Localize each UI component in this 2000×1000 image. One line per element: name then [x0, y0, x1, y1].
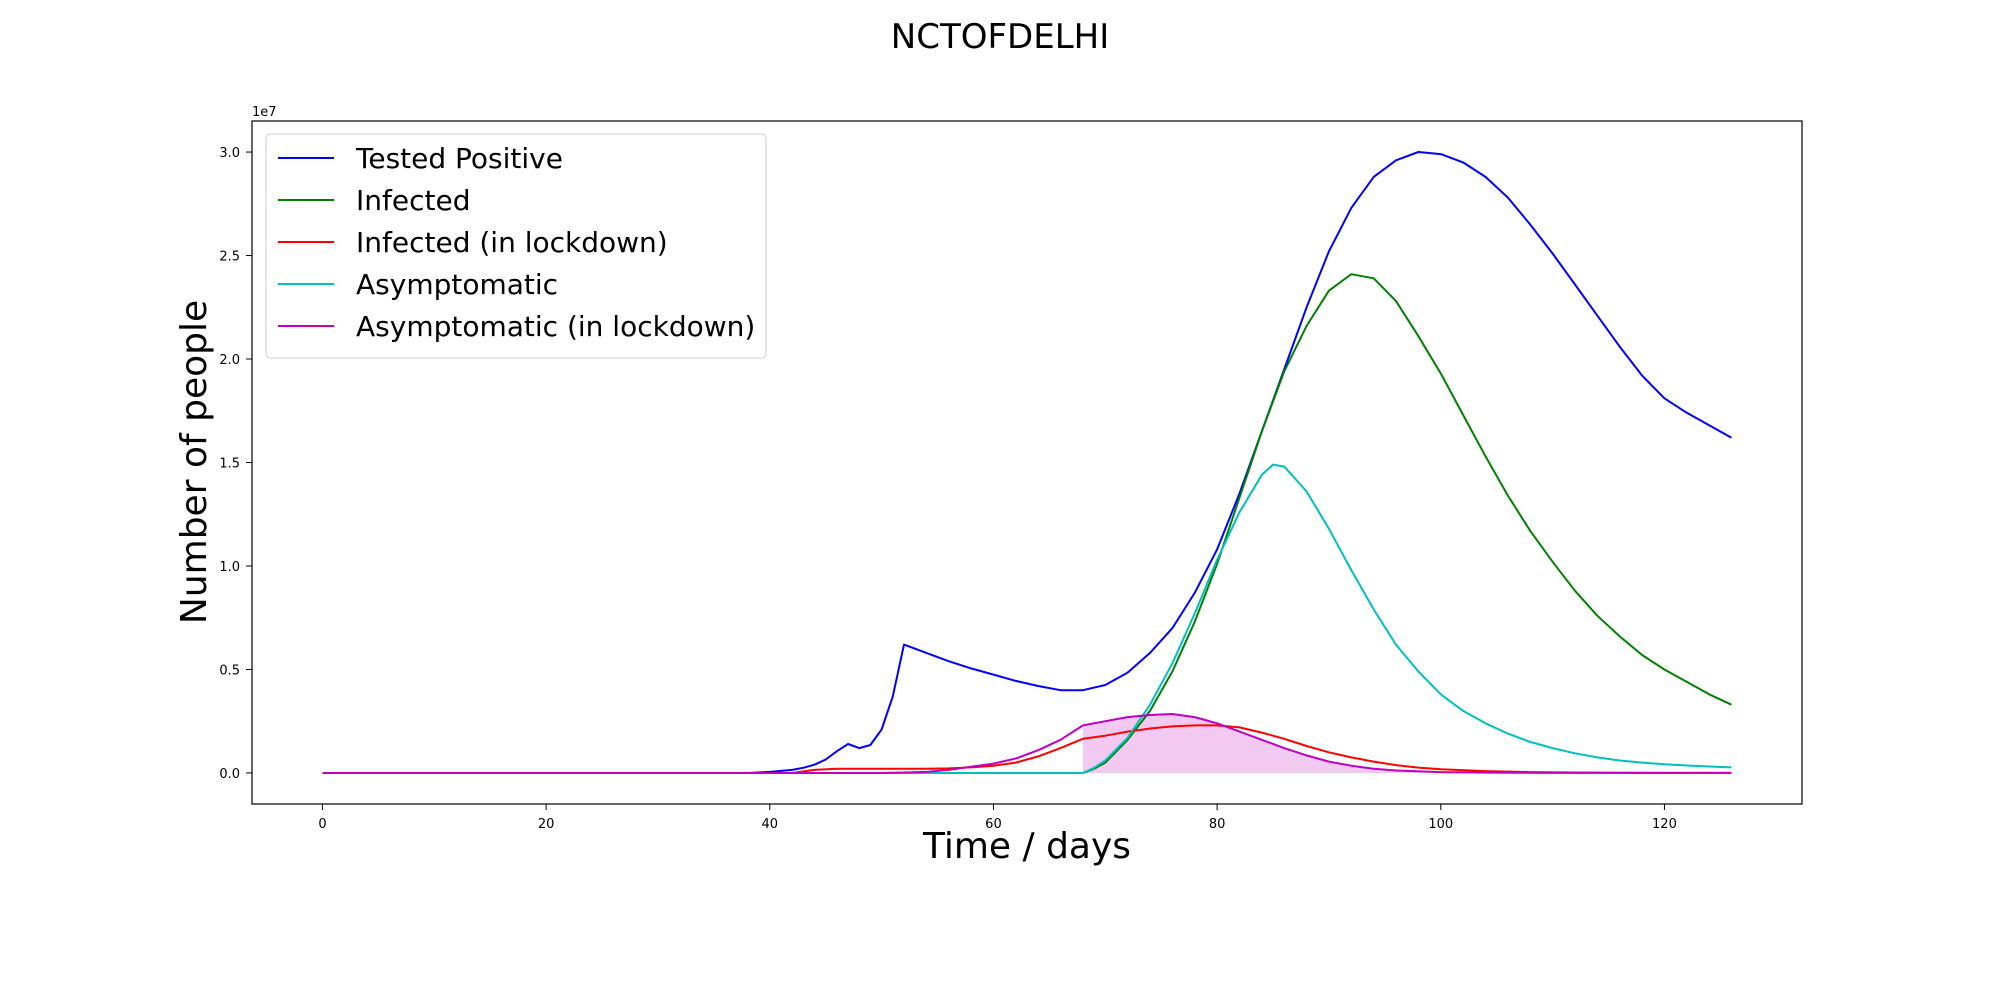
- x-tick-label-0: 0: [318, 817, 326, 832]
- legend-label-4: Asymptomatic (in lockdown): [356, 310, 755, 343]
- legend-label-2: Infected (in lockdown): [356, 226, 668, 259]
- legend-label-3: Asymptomatic: [356, 268, 558, 301]
- legend-label-1: Infected: [356, 184, 470, 217]
- chart-title: NCTOFDELHI: [891, 17, 1109, 57]
- series-layer: [322, 151, 1732, 774]
- fill-layer: [1082, 714, 1732, 773]
- area-fill-4: [1082, 714, 1732, 773]
- y-tick-label-5: 2.5: [219, 250, 240, 265]
- x-tick-label-3: 60: [985, 817, 1002, 832]
- series-line-4: [322, 713, 1732, 774]
- x-axis-ticks: 0 20 40 60 80 100 120: [318, 804, 1677, 832]
- legend-label-0: Tested Positive: [355, 142, 563, 175]
- y-axis-offset-label: 1e7: [252, 105, 277, 120]
- x-tick-label-6: 120: [1652, 817, 1677, 832]
- legend: Tested Positive Infected Infected (in lock…: [265, 133, 767, 359]
- y-axis-ticks: 0.0 0.5 1.0 1.5 2.0 2.5 3.0: [219, 146, 252, 782]
- series-line-0: [322, 151, 1732, 774]
- y-axis-title: Number of people: [174, 300, 215, 624]
- y-tick-label-4: 2.0: [219, 353, 240, 368]
- x-tick-label-1: 20: [538, 817, 555, 832]
- x-axis-title: Time / days: [922, 826, 1131, 867]
- series-line-3: [322, 463, 1732, 774]
- y-tick-label-3: 1.5: [219, 457, 240, 472]
- legend-box: [265, 133, 767, 359]
- series-line-1: [322, 273, 1732, 774]
- x-tick-label-5: 100: [1428, 817, 1453, 832]
- y-tick-label-0: 0.0: [219, 767, 240, 782]
- y-tick-label-6: 3.0: [219, 146, 240, 161]
- series-line-2: [322, 724, 1732, 774]
- x-tick-label-2: 40: [762, 817, 779, 832]
- y-tick-label-2: 1.0: [219, 560, 240, 575]
- x-tick-label-4: 80: [1209, 817, 1226, 832]
- y-tick-label-1: 0.5: [219, 663, 240, 678]
